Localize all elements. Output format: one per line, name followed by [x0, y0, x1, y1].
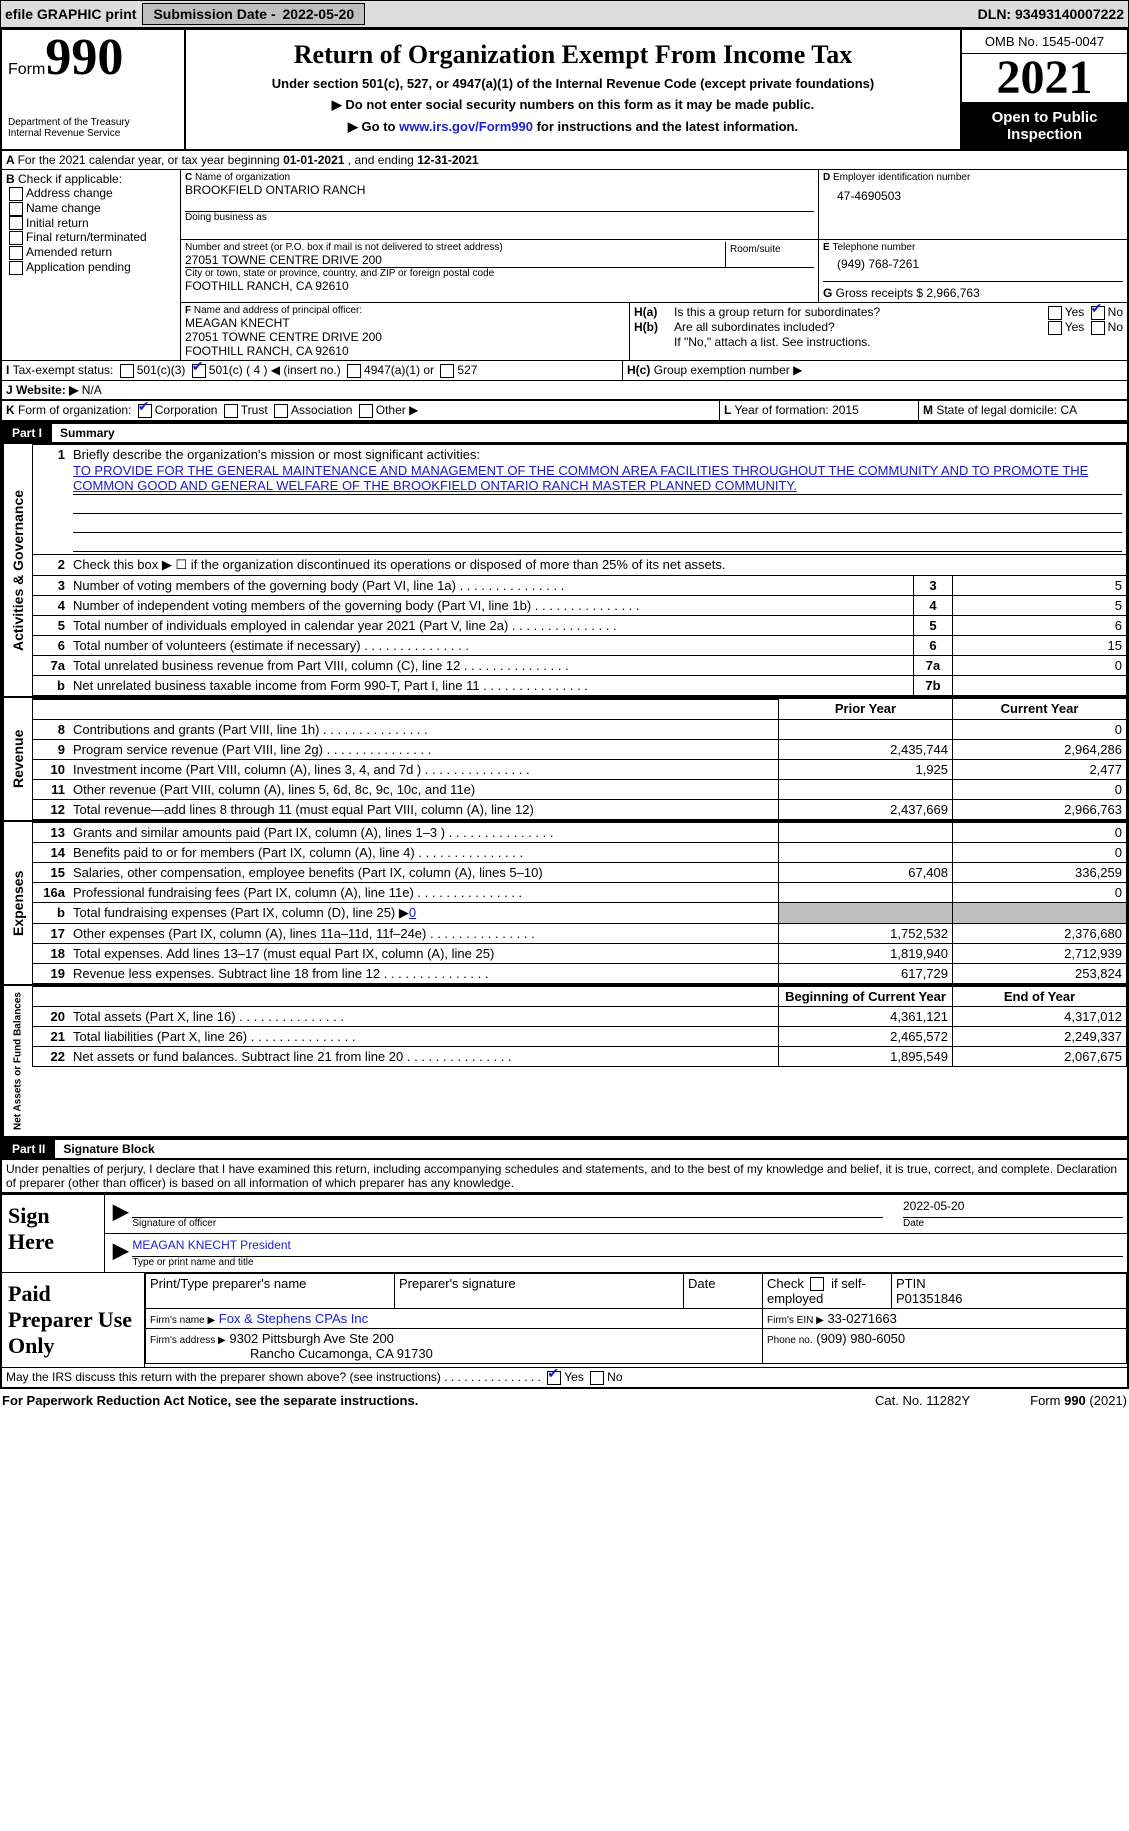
form-number: 990 — [45, 29, 123, 86]
netassets-table: Beginning of Current YearEnd of Year 20T… — [32, 986, 1127, 1067]
officer-h-block: F Name and address of principal officer:… — [0, 303, 1129, 361]
chk-trust[interactable] — [224, 404, 238, 418]
phone: (949) 768-7261 — [837, 257, 1123, 271]
side-netassets: Net Assets or Fund Balances — [2, 986, 32, 1136]
goto-instructions: ▶ Go to www.irs.gov/Form990 for instruct… — [194, 119, 952, 135]
ptin: P01351846 — [896, 1291, 963, 1306]
efile-label[interactable]: efile GRAPHIC print — [5, 6, 136, 22]
irs-link[interactable]: www.irs.gov/Form990 — [399, 119, 533, 134]
part1-header: Part ISummary — [0, 422, 1129, 444]
firm-name[interactable]: Fox & Stephens CPAs Inc — [219, 1311, 368, 1326]
preparer-table: Print/Type preparer's name Preparer's si… — [145, 1273, 1127, 1365]
part2-header: Part IISignature Block — [0, 1138, 1129, 1160]
city: FOOTHILL RANCH, CA 92610 — [185, 279, 814, 293]
activities-table: 1 Briefly describe the organization's mi… — [32, 444, 1127, 696]
ssn-warning: ▶ Do not enter social security numbers o… — [194, 97, 952, 113]
chk-assoc[interactable] — [274, 404, 288, 418]
chk-corp[interactable] — [138, 404, 152, 418]
form-subtitle: Under section 501(c), 527, or 4947(a)(1)… — [194, 76, 952, 91]
line-j: J Website: ▶ N/A — [0, 381, 1129, 401]
dln: DLN: 93493140007222 — [978, 6, 1124, 22]
dept-label: Department of the Treasury — [8, 117, 178, 128]
gross-receipts: 2,966,763 — [926, 286, 979, 300]
chk-other[interactable] — [359, 404, 373, 418]
website: N/A — [82, 383, 102, 397]
signature-block: Sign Here ▶ Signature of officer 2022-05… — [0, 1193, 1129, 1389]
open-to-public: Open to Public Inspection — [962, 103, 1127, 149]
submission-date-btn[interactable]: Submission Date - 2022-05-20 — [142, 3, 365, 25]
chk-4947[interactable] — [347, 364, 361, 378]
line-a: A For the 2021 calendar year, or tax yea… — [0, 151, 1129, 170]
chk-discuss-yes[interactable] — [547, 1371, 561, 1385]
sign-here-label: Sign Here — [2, 1195, 105, 1272]
form-word: Form — [8, 61, 45, 78]
chk-address[interactable]: Address change — [6, 186, 176, 201]
chk-name[interactable]: Name change — [6, 201, 176, 216]
sign-date: 2022-05-20 — [903, 1199, 1123, 1218]
form-title: Return of Organization Exempt From Incom… — [194, 40, 952, 70]
chk-527[interactable] — [440, 364, 454, 378]
tax-year: 2021 — [962, 54, 1127, 103]
expenses-table: 13Grants and similar amounts paid (Part … — [32, 822, 1127, 984]
chk-pending[interactable]: Application pending — [6, 260, 176, 275]
side-expenses: Expenses — [2, 822, 32, 984]
chk-501c[interactable] — [192, 364, 206, 378]
street: 27051 TOWNE CENTRE DRIVE 200 — [185, 253, 725, 267]
revenue-table: Prior YearCurrent Year 8Contributions an… — [32, 698, 1127, 820]
chk-501c3[interactable] — [120, 364, 134, 378]
chk-final[interactable]: Final return/terminated — [6, 230, 176, 245]
side-revenue: Revenue — [2, 698, 32, 820]
chk-amended[interactable]: Amended return — [6, 245, 176, 260]
firm-phone: (909) 980-6050 — [816, 1331, 905, 1346]
entity-block: B Check if applicable: Address change Na… — [0, 170, 1129, 303]
line-i: I Tax-exempt status: 501(c)(3) 501(c) ( … — [0, 361, 1129, 381]
org-name: BROOKFIELD ONTARIO RANCH — [185, 183, 814, 197]
chk-initial[interactable]: Initial return — [6, 216, 176, 231]
side-activities: Activities & Governance — [2, 444, 32, 696]
page-footer: For Paperwork Reduction Act Notice, see … — [0, 1389, 1129, 1412]
officer-printed[interactable]: MEAGAN KNECHT President — [132, 1238, 291, 1252]
chk-ha-no — [1091, 306, 1105, 320]
ein: 47-4690503 — [837, 189, 1123, 203]
top-bar: efile GRAPHIC print Submission Date - 20… — [0, 0, 1129, 28]
chk-discuss-no[interactable] — [590, 1371, 604, 1385]
officer-name: MEAGAN KNECHT — [185, 316, 625, 330]
mission: TO PROVIDE FOR THE GENERAL MAINTENANCE A… — [73, 462, 1122, 495]
firm-ein: 33-0271663 — [827, 1311, 896, 1326]
line-k: K Form of organization: Corporation Trus… — [0, 401, 1129, 422]
form-header: Form990 Department of the Treasury Inter… — [0, 28, 1129, 151]
irs-label: Internal Revenue Service — [8, 128, 178, 139]
discuss-line: May the IRS discuss this return with the… — [2, 1368, 1127, 1387]
paid-preparer-label: Paid Preparer Use Only — [2, 1273, 145, 1367]
perjury: Under penalties of perjury, I declare th… — [0, 1160, 1129, 1193]
